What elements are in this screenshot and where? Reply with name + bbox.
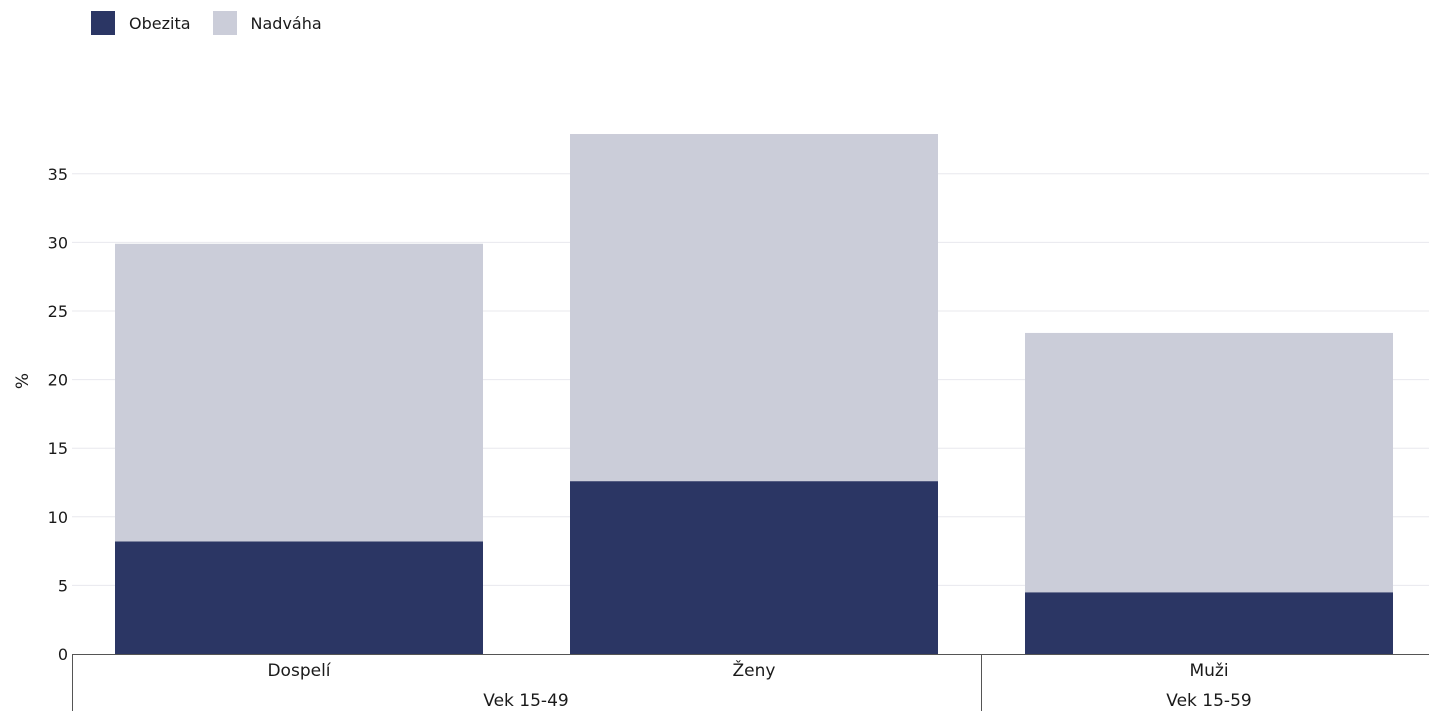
x-category-label: Ženy [733,659,776,681]
bar-obezita [570,481,938,654]
y-axis-label: % [13,373,33,389]
y-tick-label: 20 [48,371,68,390]
y-tick-label: 15 [48,439,68,458]
bar-obezita [115,541,483,654]
legend-label-obezita: Obezita [129,13,191,33]
x-group-label: Vek 15-49 [483,691,568,711]
bar-nadvaha [1025,332,1393,593]
legend-swatch-obezita [91,11,115,35]
y-tick-label: 30 [48,233,68,252]
bar-nadvaha [570,134,938,482]
legend: Obezita Nadváha [91,11,344,35]
y-tick-label: 25 [48,302,68,321]
legend-label-nadvaha: Nadváha [250,13,322,33]
y-tick-label: 35 [48,165,68,184]
y-tick-label: 5 [58,576,68,595]
x-category-label: Muži [1189,661,1228,681]
y-tick-label: 0 [58,645,68,664]
legend-item-obezita[interactable]: Obezita [91,11,191,35]
x-group-label: Vek 15-59 [1166,691,1251,711]
x-axis: Dospelí Ženy Muži Vek 15-49 Vek 15-59 [72,654,1429,711]
bar-nadvaha [115,243,483,542]
x-category-label: Dospelí [267,661,331,681]
bars [115,134,1393,654]
y-tick-label: 10 [48,508,68,527]
bar-obezita [1025,592,1393,654]
y-axis: 0 5 10 15 20 25 30 35 [48,165,68,664]
legend-item-nadvaha[interactable]: Nadváha [212,11,322,35]
legend-swatch-nadvaha [212,11,237,35]
